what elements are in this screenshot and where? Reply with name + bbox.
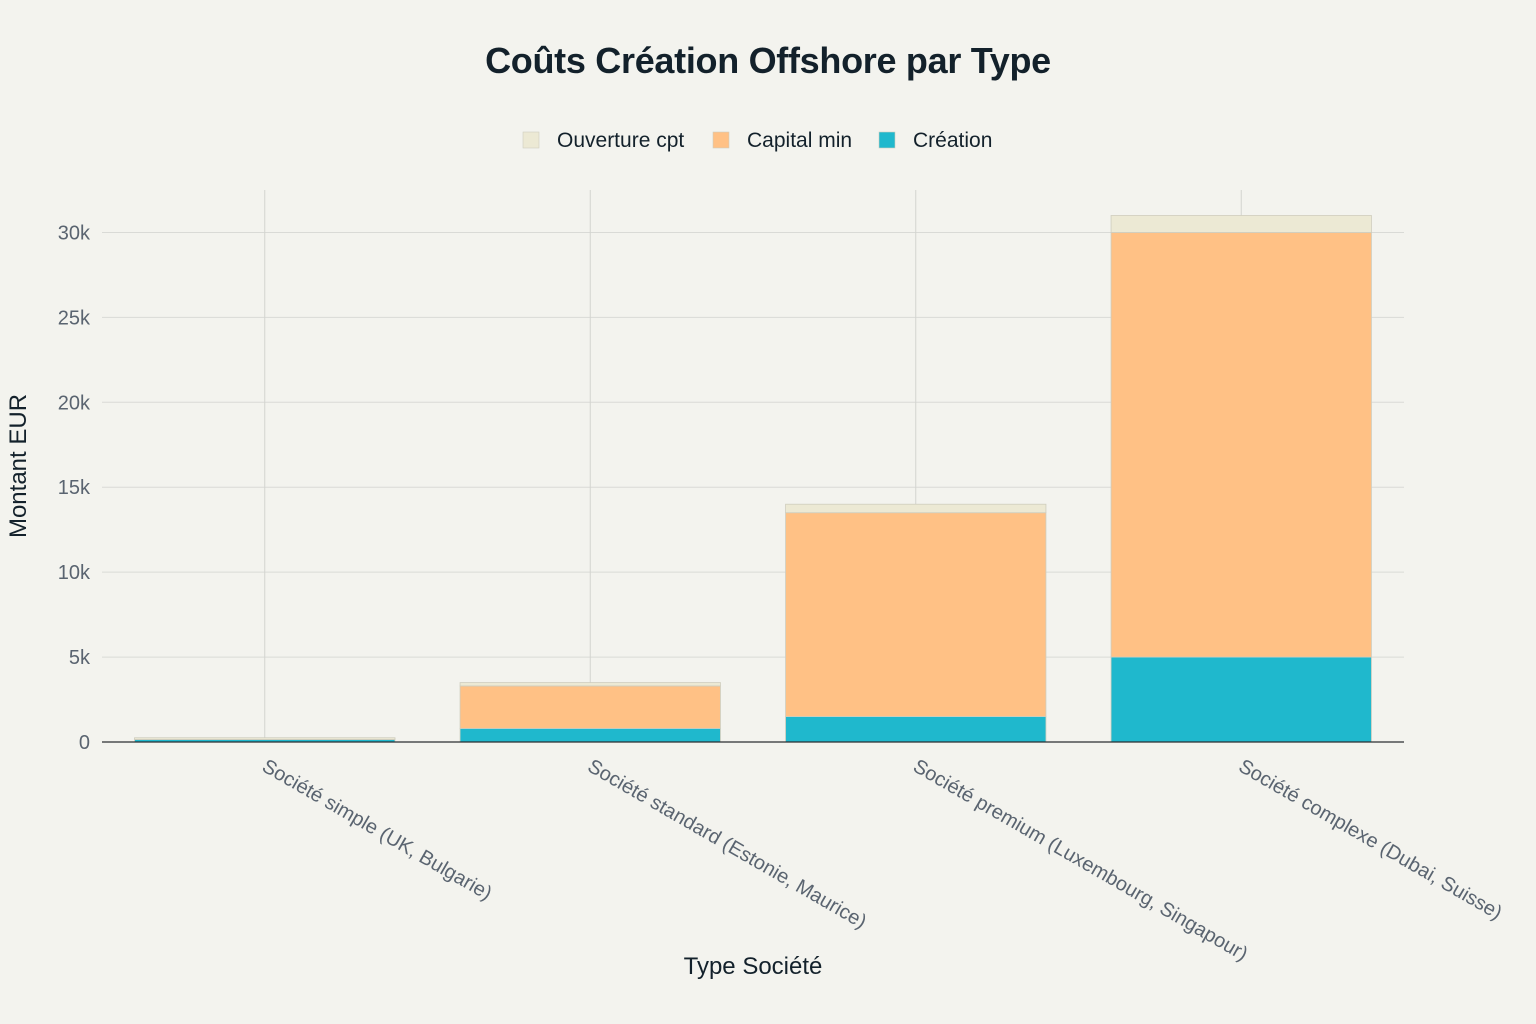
bar-capital-min bbox=[459, 685, 721, 729]
bar-ouverture-cpt bbox=[459, 682, 721, 687]
x-tick-label: Société premium (Luxembourg, Singapour) bbox=[909, 755, 1251, 965]
bars bbox=[134, 215, 1372, 743]
y-tick-label: 0 bbox=[79, 732, 90, 754]
legend-swatch-capital-min bbox=[712, 131, 730, 149]
legend-swatch-cr-ation bbox=[878, 131, 896, 149]
bar-ouverture-cpt bbox=[134, 737, 396, 740]
chart-title: Coûts Création Offshore par Type bbox=[485, 40, 1051, 81]
y-tick-label: 5k bbox=[69, 647, 91, 669]
bar-capital-min bbox=[785, 512, 1047, 717]
legend-label-ouverture-cpt: Ouverture cpt bbox=[557, 129, 684, 152]
legend-label-cr-ation: Création bbox=[913, 129, 992, 152]
y-tick-label: 20k bbox=[58, 392, 91, 414]
x-tick-label: Société standard (Estonie, Maurice) bbox=[584, 755, 870, 933]
legend-swatch-ouverture-cpt bbox=[522, 131, 540, 149]
legend-label-capital-min: Capital min bbox=[747, 129, 852, 152]
bar-cr-ation bbox=[785, 716, 1047, 743]
y-axis-title: Montant EUR bbox=[5, 394, 32, 538]
bar-ouverture-cpt bbox=[1110, 215, 1372, 233]
y-tick-label: 15k bbox=[58, 477, 91, 499]
x-axis-title: Type Société bbox=[684, 953, 823, 980]
x-tick-label: Société complexe (Dubai, Suisse) bbox=[1235, 755, 1506, 924]
legend: Ouverture cpt Capital min Création bbox=[522, 129, 992, 152]
x-tick-label: Société simple (UK, Bulgarie) bbox=[258, 755, 495, 905]
bar-cr-ation bbox=[459, 728, 721, 743]
y-tick-label: 25k bbox=[58, 307, 91, 329]
bar-capital-min bbox=[1110, 232, 1372, 658]
y-tick-label: 10k bbox=[58, 562, 91, 584]
bar-ouverture-cpt bbox=[785, 503, 1047, 514]
bar-cr-ation bbox=[1110, 656, 1372, 743]
y-tick-label: 30k bbox=[58, 222, 91, 244]
